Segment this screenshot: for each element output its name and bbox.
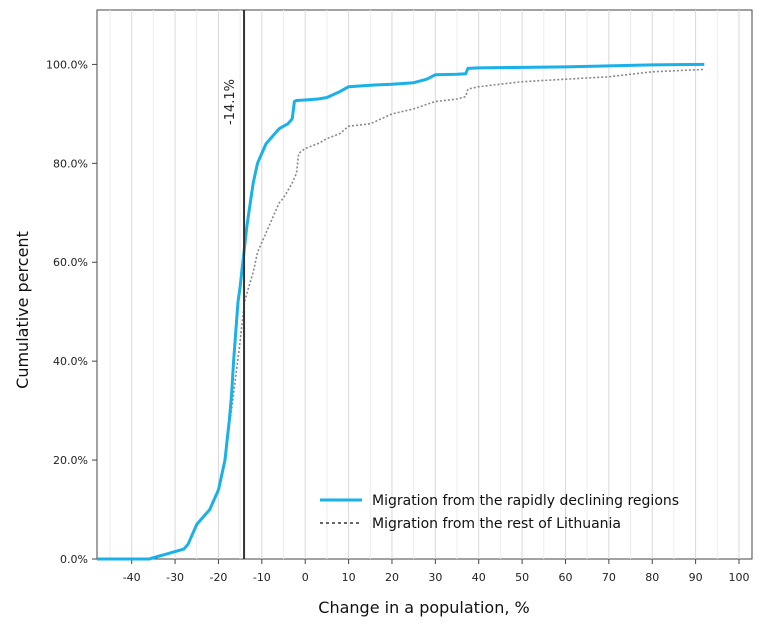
x-tick-label: -10: [253, 571, 271, 584]
x-tick-label: 30: [428, 571, 442, 584]
reference-line-label: -14.1%: [223, 79, 238, 125]
x-tick-label: -40: [123, 571, 141, 584]
x-tick-label: 20: [385, 571, 399, 584]
y-tick-label: 20.0%: [53, 454, 88, 467]
legend-label-rapidly-declining: Migration from the rapidly declining reg…: [372, 493, 679, 509]
x-tick-label: 10: [342, 571, 356, 584]
x-tick-label: 70: [602, 571, 616, 584]
x-tick-label: 0: [302, 571, 309, 584]
x-tick-label: 90: [689, 571, 703, 584]
x-tick-label: -30: [166, 571, 184, 584]
y-tick-label: 40.0%: [53, 355, 88, 368]
y-tick-label: 80.0%: [53, 157, 88, 170]
x-tick-label: 100: [728, 571, 749, 584]
plot-background: [97, 10, 752, 559]
x-axis-ticks: -40 -30 -20 -10 0 10 20 30 40 50 60 70 80 90 100: [123, 559, 750, 584]
legend-label-rest-of-lithuania: Migration from the rest of Lithuania: [372, 516, 621, 532]
y-tick-label: 0.0%: [60, 553, 88, 566]
x-tick-label: 80: [645, 571, 659, 584]
x-tick-label: -20: [209, 571, 227, 584]
x-tick-label: 50: [515, 571, 529, 584]
y-tick-label: 100.0%: [46, 58, 88, 71]
y-axis-ticks: 0.0% 20.0% 40.0% 60.0% 80.0% 100.0%: [46, 58, 97, 566]
y-axis-title: Cumulative percent: [13, 231, 32, 389]
x-axis-title: Change in a population, %: [318, 598, 529, 617]
x-tick-label: 60: [558, 571, 572, 584]
x-tick-label: 40: [472, 571, 486, 584]
y-tick-label: 60.0%: [53, 256, 88, 269]
